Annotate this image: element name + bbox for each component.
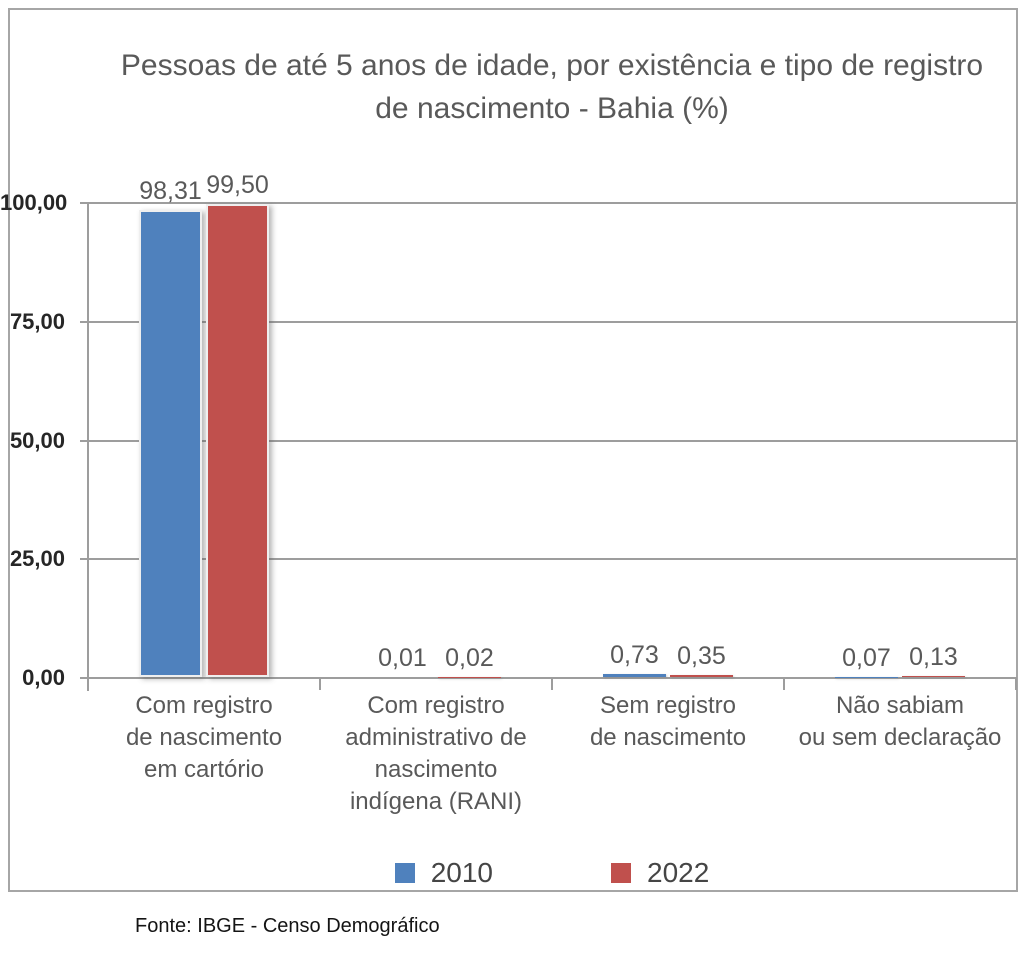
plot-area: 98,31 0,01 0,73 0,07 99,50 0,02 0,35 0,13: [80, 171, 1017, 691]
value-label-2010-category-4: 0,07: [842, 643, 891, 672]
category-label-2: Com registro administrativo de nascimento i…: [345, 692, 527, 815]
value-label-2022-category-4: 0,13: [909, 643, 958, 672]
legend-label-2022: 2022: [647, 857, 710, 888]
value-label-2010-category-2: 0,01: [378, 643, 427, 672]
gridline-100: [80, 202, 1016, 204]
y-axis-line: [87, 202, 89, 691]
x-axis-tick-0: [87, 677, 89, 690]
legend-swatch-2022: [611, 863, 631, 883]
x-axis-tick-4: [1015, 677, 1017, 690]
value-label-2022-category-2: 0,02: [445, 643, 494, 672]
x-axis-tick-3: [783, 677, 785, 690]
bar-2022-category-4: [902, 676, 965, 677]
gridline-50: [80, 439, 1016, 442]
legend-label-2010: 2010: [430, 857, 493, 888]
gridline-75: [80, 320, 1016, 323]
category-label-1: Com registro de nascimento em cartório: [125, 692, 283, 783]
bar-2010-category-3: [603, 673, 666, 677]
source-text: Fonte: IBGE - Censo Demográfico: [135, 915, 440, 937]
x-axis-line: [80, 677, 1016, 679]
value-label-2010-category-1: 98,31: [139, 177, 202, 206]
legend-swatch-2010: [394, 863, 415, 883]
x-axis-tick-2: [551, 677, 553, 690]
bar-2010-category-1: [139, 210, 202, 677]
y-axis-tick-label-25: 25,00: [9, 546, 65, 572]
value-label-2022-category-3: 0,35: [677, 642, 726, 671]
y-axis-tick-label-100: 100,00: [0, 190, 68, 215]
category-label-3: Sem registro de nascimento: [589, 692, 747, 751]
value-label-2022-category-1: 99,50: [206, 171, 269, 200]
legend: 2010 2022: [88, 856, 1016, 890]
chart-title-line2: de nascimento - Bahia (%): [375, 92, 729, 125]
y-axis-tick-label-50: 50,00: [9, 427, 65, 453]
legend-item-2022: 2022: [611, 857, 709, 889]
y-axis-tick-label-75: 75,00: [9, 308, 65, 334]
bar-2022-category-1: [206, 204, 269, 677]
category-label-4: Não sabiam ou sem declaração: [798, 692, 1002, 751]
chart-title: Pessoas de até 5 anos de idade, por exis…: [88, 44, 1016, 130]
chart-title-line1: Pessoas de até 5 anos de idade, por exis…: [120, 49, 984, 82]
legend-item-2010: 2010: [394, 857, 493, 889]
y-axis-tick-label-0: 0,00: [22, 665, 65, 690]
gridline-25: [80, 558, 1016, 561]
x-axis-tick-1: [319, 677, 321, 690]
value-label-2010-category-3: 0,73: [610, 640, 659, 669]
bar-2022-category-3: [670, 675, 733, 677]
